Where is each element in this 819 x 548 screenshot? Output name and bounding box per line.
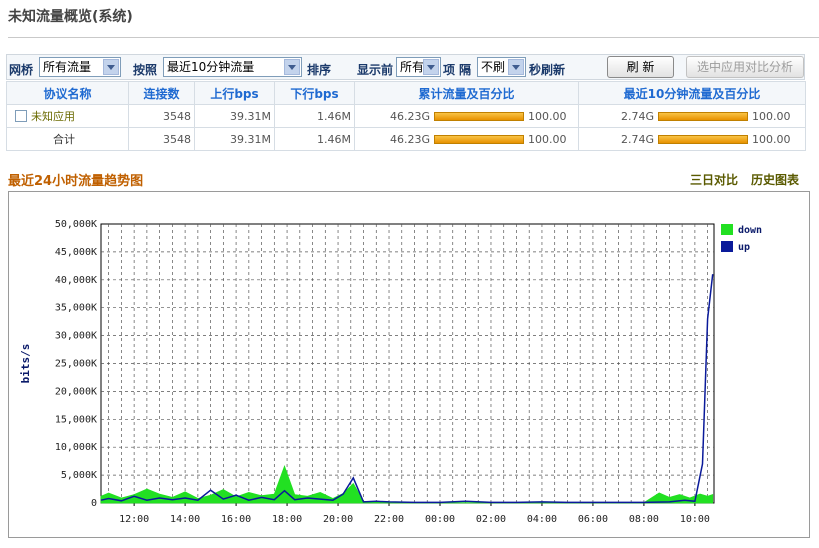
y-tick-label: 30,000K <box>55 331 97 342</box>
legend-label-down: down <box>738 225 762 236</box>
header-connections[interactable]: 连接数 <box>128 81 195 105</box>
x-tick-label: 20:00 <box>323 514 353 525</box>
x-tick-label: 12:00 <box>119 514 149 525</box>
recent-traffic-bar-fill <box>659 135 747 143</box>
total-traffic-percent: 100.00 <box>528 132 567 146</box>
refresh-suffix-label: 秒刷新 <box>529 63 566 77</box>
legend-swatch-up <box>721 241 733 252</box>
refresh-button[interactable]: 刷 新 <box>607 56 674 78</box>
header-protocol-name[interactable]: 协议名称 <box>6 81 129 105</box>
down-bps-cell: 1.46M <box>274 104 355 128</box>
header-up-bps[interactable]: 上行bps <box>194 81 275 105</box>
interval-label: 隔 <box>459 63 472 77</box>
x-tick-label: 02:00 <box>476 514 506 525</box>
title-divider <box>8 37 819 38</box>
total-traffic-cell: 46.23G 100.00 <box>354 127 579 151</box>
show-top-select[interactable]: 所有 <box>396 57 441 77</box>
total-traffic-bar <box>434 134 524 144</box>
traffic-trend-plot: 50,000K 45,000K 40,000K 35,000K 30,000K 25,00… <box>19 219 762 525</box>
recent-traffic-value: 2.74G <box>620 132 654 146</box>
recent-traffic-bar-fill <box>659 112 747 120</box>
recent-traffic-cell: 2.74G 100.00 <box>578 127 806 151</box>
x-tick-label: 00:00 <box>425 514 455 525</box>
header-total-traffic[interactable]: 累计流量及百分比 <box>354 81 579 105</box>
chevron-down-icon <box>508 59 524 75</box>
chevron-down-icon <box>423 59 439 75</box>
total-label-cell: 合计 <box>6 127 129 151</box>
legend-label-up: up <box>738 242 750 253</box>
x-tick-label: 18:00 <box>272 514 302 525</box>
y-tick-label: 0 <box>91 498 97 509</box>
bridge-label: 网桥 <box>9 63 34 77</box>
protocol-table: 协议名称 连接数 上行bps 下行bps 累计流量及百分比 最近10分钟流量及百… <box>6 81 806 151</box>
x-tick-label: 14:00 <box>170 514 200 525</box>
interval-select[interactable]: 不刷 <box>477 57 526 77</box>
x-tick-label: 04:00 <box>527 514 557 525</box>
up-bps-cell: 39.31M <box>194 104 275 128</box>
row-checkbox[interactable] <box>15 110 27 122</box>
show-top-select-value: 所有 <box>400 60 425 74</box>
filter-toolbar: 网桥 所有流量 按照 最近10分钟流量 排序 显示前 所有 项 隔 不刷 秒刷新… <box>6 54 805 80</box>
total-traffic-bar <box>434 111 524 121</box>
sort-label: 排序 <box>307 63 332 77</box>
sort-by-select[interactable]: 最近10分钟流量 <box>163 57 302 77</box>
down-bps-cell: 1.46M <box>274 127 355 151</box>
history-chart-link[interactable]: 历史图表 <box>751 173 800 187</box>
y-tick-label: 45,000K <box>55 247 97 258</box>
total-traffic-bar-fill <box>435 135 523 143</box>
compare-selected-button[interactable]: 选中应用对比分析 <box>686 56 804 78</box>
interval-select-value: 不刷 <box>481 60 506 74</box>
total-traffic-cell: 46.23G 100.00 <box>354 104 579 128</box>
bridge-select[interactable]: 所有流量 <box>39 57 121 77</box>
sort-by-label: 按照 <box>133 63 158 77</box>
y-axis-label: bits/s <box>19 344 32 384</box>
y-tick-label: 5,000K <box>61 470 97 481</box>
series-up-line <box>100 274 714 504</box>
connections-cell: 3548 <box>128 127 195 151</box>
bridge-select-value: 所有流量 <box>43 60 92 74</box>
x-tick-label: 08:00 <box>629 514 659 525</box>
total-traffic-percent: 100.00 <box>528 109 567 123</box>
table-header-row: 协议名称 连接数 上行bps 下行bps 累计流量及百分比 最近10分钟流量及百… <box>6 81 806 105</box>
x-tick-label: 22:00 <box>374 514 404 525</box>
chevron-down-icon <box>284 59 300 75</box>
y-tick-label: 10,000K <box>55 442 97 453</box>
recent-traffic-percent: 100.00 <box>752 132 791 146</box>
trend-section-title: 最近24小时流量趋势图 <box>8 174 144 189</box>
recent-traffic-bar <box>658 111 748 121</box>
header-recent-traffic[interactable]: 最近10分钟流量及百分比 <box>578 81 806 105</box>
y-tick-label: 35,000K <box>55 303 97 314</box>
y-tick-label: 50,000K <box>55 219 97 230</box>
total-traffic-value: 46.23G <box>389 132 430 146</box>
header-down-bps[interactable]: 下行bps <box>274 81 355 105</box>
x-tick-label: 10:00 <box>680 514 710 525</box>
total-traffic-value: 46.23G <box>389 109 430 123</box>
x-tick-label: 16:00 <box>221 514 251 525</box>
protocol-name-cell: 未知应用 <box>6 104 129 128</box>
recent-traffic-cell: 2.74G 100.00 <box>578 104 806 128</box>
x-tick-label: 06:00 <box>578 514 608 525</box>
recent-traffic-bar <box>658 134 748 144</box>
protocol-name-link[interactable]: 未知应用 <box>31 110 75 123</box>
page-title: 未知流量概览(系统) <box>8 9 133 25</box>
up-bps-cell: 39.31M <box>194 127 275 151</box>
series-down-area <box>100 465 714 504</box>
connections-cell: 3548 <box>128 104 195 128</box>
sort-by-select-value: 最近10分钟流量 <box>167 60 255 74</box>
y-tick-label: 15,000K <box>55 414 97 425</box>
recent-traffic-value: 2.74G <box>620 109 654 123</box>
chevron-down-icon <box>103 59 119 75</box>
y-tick-label: 20,000K <box>55 386 97 397</box>
total-traffic-bar-fill <box>435 112 523 120</box>
show-top-label: 显示前 <box>357 63 394 77</box>
y-tick-label: 25,000K <box>55 359 97 370</box>
table-row: 未知应用 3548 39.31M 1.46M 46.23G 100.00 2.7… <box>6 104 806 128</box>
y-tick-label: 40,000K <box>55 275 97 286</box>
three-day-compare-link[interactable]: 三日对比 <box>690 173 739 187</box>
traffic-trend-chart: 50,000K 45,000K 40,000K 35,000K 30,000K 25,00… <box>8 191 810 538</box>
legend-swatch-down <box>721 224 733 235</box>
table-total-row: 合计 3548 39.31M 1.46M 46.23G 100.00 2.74G… <box>6 127 806 151</box>
items-label: 项 <box>443 63 456 77</box>
recent-traffic-percent: 100.00 <box>752 109 791 123</box>
